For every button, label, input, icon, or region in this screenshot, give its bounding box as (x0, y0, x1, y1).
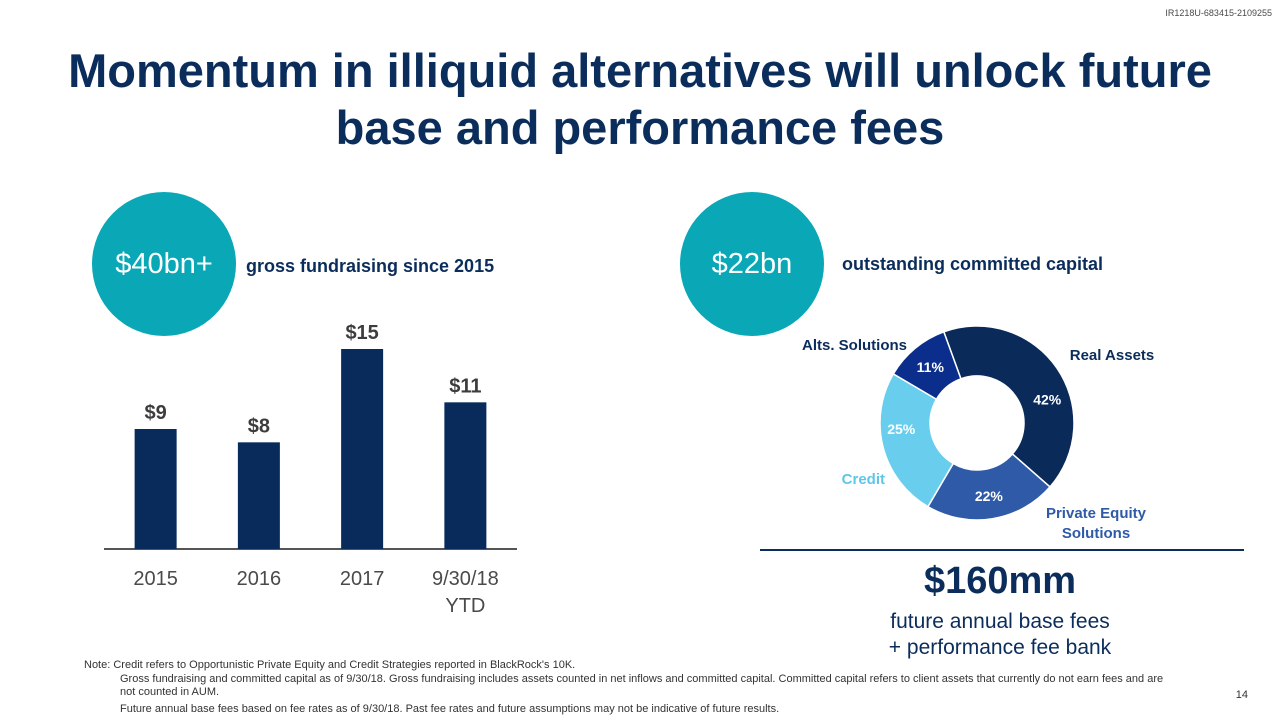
page-number: 14 (1235, 689, 1248, 701)
bar-category-label: 2017 (340, 568, 385, 590)
donut-segment-label: Solutions (1062, 525, 1130, 542)
page-title: Momentum in illiquid alternatives will u… (68, 44, 1212, 154)
fundraising-callout-value: $40bn+ (115, 247, 213, 280)
fee-amount: $160mm (923, 560, 1077, 602)
document-id: IR1218U-683415-2109255 (1165, 8, 1272, 18)
committed-capital-callout-value: $22bn (711, 247, 793, 280)
donut-segment-label: Alts. Solutions (802, 337, 907, 354)
bar-9-30-18-ytd (444, 402, 487, 549)
bar-value-label: $9 (145, 402, 167, 424)
donut-slice-private-equity-solutions (926, 452, 1052, 521)
footnote-committed-capital: Gross fundraising and committed capital … (120, 673, 1164, 698)
bar-value-label: $15 (345, 322, 378, 344)
fundraising-caption: gross fundraising since 2015 (246, 256, 495, 276)
fee-description-line2: + performance fee bank (888, 636, 1112, 659)
committed-capital-callout-circle: $22bn (680, 192, 824, 336)
fundraising-callout-circle: $40bn+ (92, 192, 236, 336)
donut-segment-label: Private Equity (1046, 505, 1147, 522)
footnote-fee-rates: Future annual base fees based on fee rat… (120, 703, 780, 715)
bar-value-label: $11 (449, 375, 481, 397)
bar-category-label: 2016 (237, 568, 282, 590)
bar-value-label: $8 (248, 415, 270, 437)
donut-slice-real-assets (942, 325, 1075, 488)
donut-slice-alts-solutions (892, 330, 962, 401)
donut-percent-label: 11% (917, 359, 945, 375)
bar-category-label: 9/30/18 (432, 568, 499, 590)
bar-2016 (237, 442, 280, 549)
bar-category-label: YTD (445, 595, 485, 617)
donut-percent-label: 42% (1033, 392, 1062, 408)
donut-segment-label: Real Assets (1070, 347, 1155, 364)
bar-2017 (341, 349, 384, 549)
donut-percent-label: 25% (887, 421, 916, 437)
donut-segment-label: Credit (842, 471, 885, 488)
bar-2015 (134, 429, 177, 549)
bar-category-label: 2015 (133, 568, 178, 590)
donut-percent-label: 22% (975, 488, 1004, 504)
donut-slice-credit (879, 372, 955, 508)
committed-capital-caption: outstanding committed capital (842, 254, 1104, 274)
divider-line (760, 549, 1244, 551)
fee-description-line1: future annual base fees (890, 610, 1110, 633)
footnote-credit: Note: Credit refers to Opportunistic Pri… (84, 659, 576, 671)
